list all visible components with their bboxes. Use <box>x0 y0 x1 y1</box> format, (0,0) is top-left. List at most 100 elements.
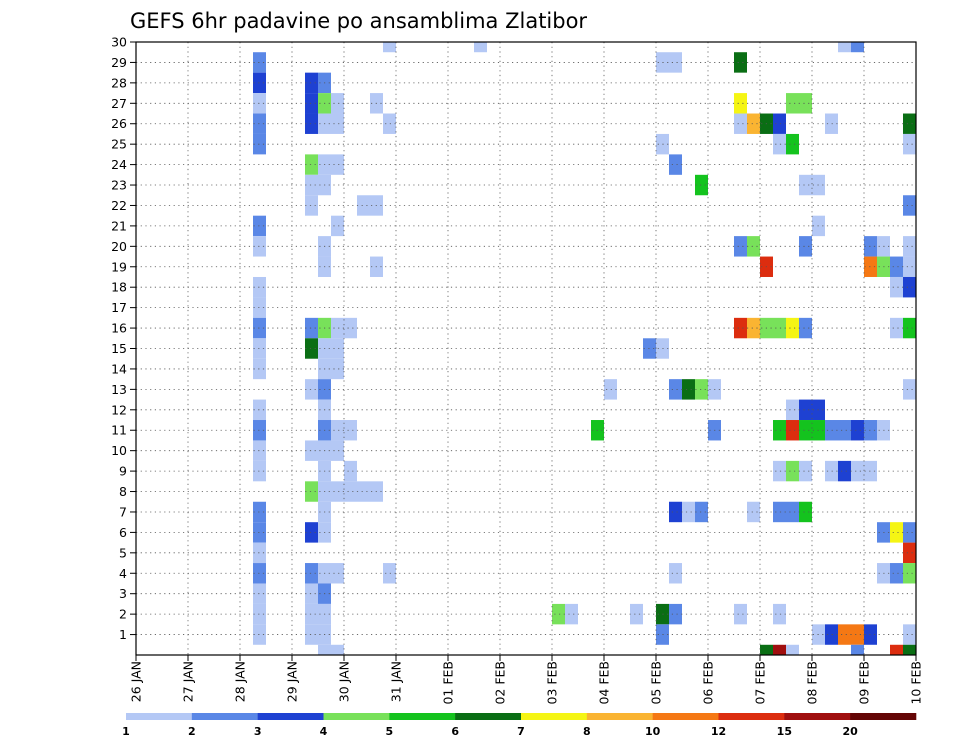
y-tick-label: 26 <box>111 116 127 131</box>
heatmap-cell <box>851 460 864 482</box>
heatmap-cell <box>253 338 266 359</box>
heatmap-cell <box>305 174 318 196</box>
x-tick-label: 28 JAN <box>233 661 248 702</box>
heatmap-cell <box>747 317 760 339</box>
x-tick-label: 04 FEB <box>597 661 612 705</box>
heatmap-cell <box>669 501 682 523</box>
heatmap-cell <box>786 317 799 339</box>
heatmap-cell <box>383 563 396 584</box>
heatmap-cell <box>838 624 851 645</box>
heatmap-cell <box>903 379 916 400</box>
heatmap-cell <box>903 133 916 155</box>
heatmap-cell <box>253 276 266 298</box>
colorbar-swatch <box>718 713 785 720</box>
x-tick-label: 10 FEB <box>909 661 924 705</box>
colorbar-swatch <box>521 713 588 720</box>
heatmap-cell <box>903 624 916 645</box>
heatmap-cell <box>799 93 812 114</box>
y-tick-label: 6 <box>119 525 127 540</box>
heatmap-cell <box>786 133 799 155</box>
heatmap-cell <box>305 624 318 645</box>
heatmap-cell <box>682 379 695 400</box>
x-tick-label: 03 FEB <box>545 661 560 705</box>
x-tick-label: 07 FEB <box>753 661 768 705</box>
heatmap-cell <box>474 42 487 53</box>
heatmap-cell <box>695 379 708 400</box>
heatmap-cell <box>786 420 799 441</box>
heatmap-cell <box>864 420 877 441</box>
heatmap-cell <box>253 72 266 94</box>
heatmap-cell <box>669 154 682 175</box>
heatmap-cell <box>903 317 916 339</box>
x-tick-label: 29 JAN <box>285 661 300 702</box>
heatmap-cell <box>864 624 877 645</box>
x-tick-label: 31 JAN <box>389 661 404 702</box>
y-tick-label: 20 <box>111 239 127 254</box>
heatmap-cell <box>773 460 786 482</box>
y-tick-label: 14 <box>111 361 127 376</box>
heatmap-cell <box>253 93 266 114</box>
colorbar-swatch <box>389 713 456 720</box>
heatmap-cell <box>864 460 877 482</box>
colorbar-swatch <box>323 713 390 720</box>
heatmap-cell <box>747 501 760 523</box>
heatmap-cell <box>838 42 851 53</box>
y-tick-label: 19 <box>111 259 127 274</box>
heatmap-cell <box>695 501 708 523</box>
heatmap-cell <box>773 420 786 441</box>
heatmap-cell <box>604 379 617 400</box>
heatmap-cell <box>331 481 344 502</box>
heatmap-cell <box>253 358 266 380</box>
x-tick-label: 06 FEB <box>701 661 716 705</box>
colorbar-swatch <box>784 713 851 720</box>
x-tick-label: 02 FEB <box>493 661 508 705</box>
x-tick-label: 27 JAN <box>181 661 196 702</box>
colorbar-label: 3 <box>254 725 262 738</box>
heatmap-cell <box>851 42 864 53</box>
heatmap-cell <box>786 399 799 421</box>
heatmap-cell <box>838 460 851 482</box>
y-tick-label: 8 <box>119 484 127 499</box>
heatmap-cell <box>734 317 747 339</box>
y-tick-label: 15 <box>111 341 127 356</box>
heatmap-cell <box>331 440 344 461</box>
heatmap-cell <box>760 644 773 655</box>
y-tick-label: 12 <box>111 402 127 417</box>
heatmap-cell <box>903 256 916 277</box>
y-tick-label: 16 <box>111 321 127 336</box>
heatmap-cell <box>799 420 812 441</box>
heatmap-cell <box>903 522 916 543</box>
colorbar-swatch <box>652 713 719 720</box>
y-tick-label: 13 <box>111 382 127 397</box>
heatmap-cell <box>890 256 903 277</box>
heatmap-cell <box>903 563 916 584</box>
heatmap-cell <box>331 358 344 380</box>
y-tick-label: 25 <box>111 137 127 152</box>
y-tick-label: 22 <box>111 198 127 213</box>
heatmap-cell <box>838 420 851 441</box>
colorbar-label: 20 <box>843 725 859 738</box>
heatmap-cell <box>864 256 877 277</box>
heatmap-cell <box>305 338 318 359</box>
heatmap-cell <box>799 399 812 421</box>
heatmap-cell <box>253 624 266 645</box>
heatmap-cell <box>253 583 266 604</box>
heatmap-cell <box>305 583 318 604</box>
colorbar-swatch <box>191 713 258 720</box>
heatmap-cell <box>305 603 318 625</box>
colorbar-label: 7 <box>517 725 525 738</box>
colorbar-label: 8 <box>583 725 591 738</box>
heatmap-cell <box>864 236 877 257</box>
y-tick-label: 5 <box>119 545 127 560</box>
heatmap-cell <box>253 317 266 339</box>
heatmap-cell <box>799 460 812 482</box>
heatmap-cell <box>786 93 799 114</box>
heatmap-cell <box>305 522 318 543</box>
heatmap-cell <box>825 420 838 441</box>
heatmap-cell <box>552 603 565 625</box>
heatmap-cell <box>747 113 760 134</box>
heatmap-cell <box>357 195 370 216</box>
heatmap-cell <box>344 481 357 502</box>
heatmap-cell <box>565 603 578 625</box>
